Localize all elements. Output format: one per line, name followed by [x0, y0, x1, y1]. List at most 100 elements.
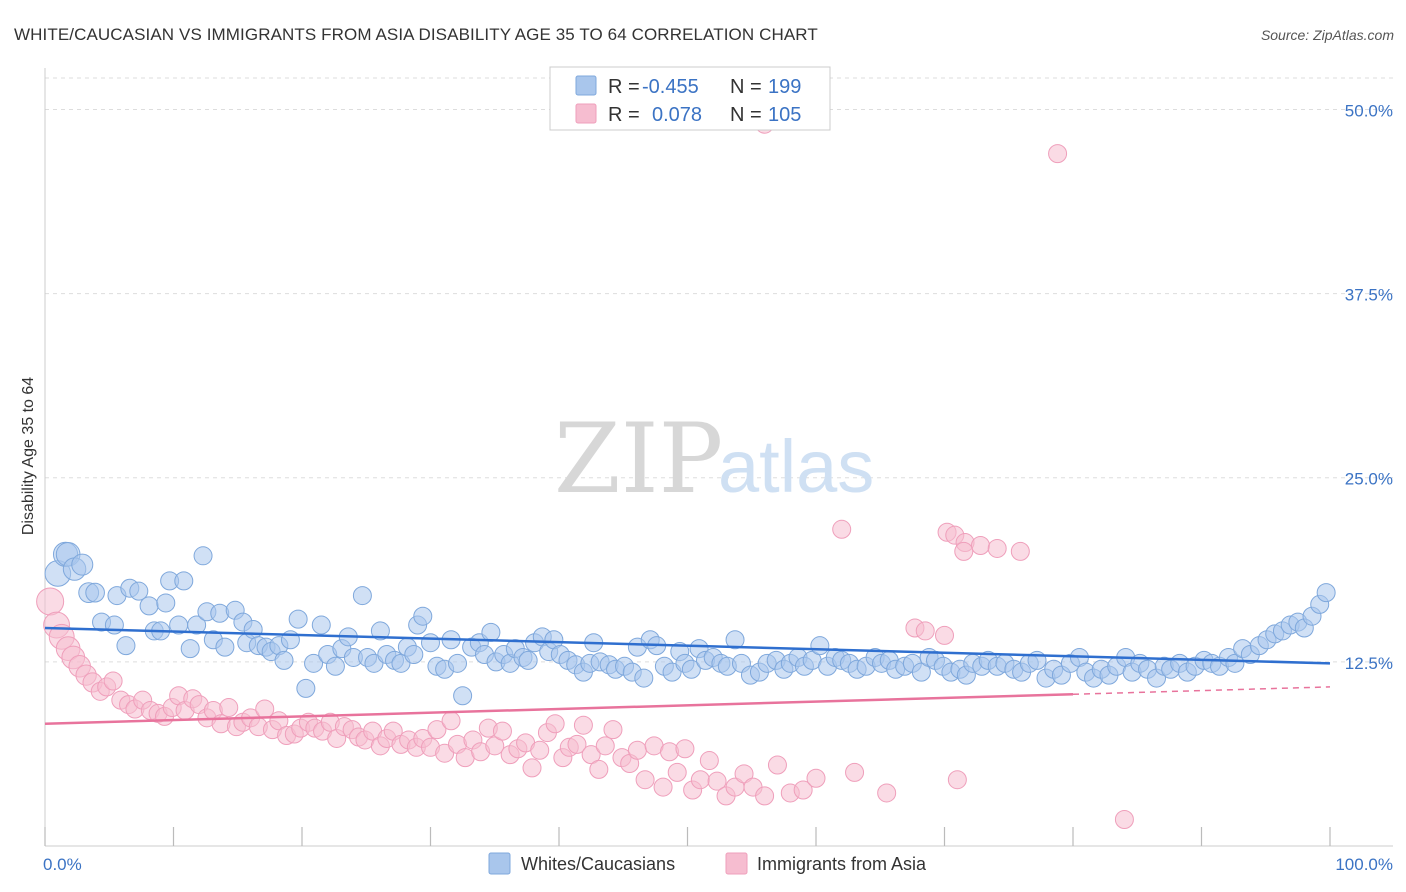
immigrants-point-31: [255, 699, 275, 719]
whites-point-96: [681, 659, 701, 679]
immigrants-point-75: [573, 715, 593, 735]
whites-point-12: [129, 581, 149, 601]
whites-point-25: [210, 603, 230, 623]
immigrants-point-102: [845, 762, 865, 782]
trend-line-immigrants-extension: [1072, 686, 1331, 696]
immigrants-point-0: [36, 587, 65, 616]
legend-label-whites: Whites/Caucasians: [521, 854, 675, 874]
whites-point-57: [421, 633, 440, 653]
gridlines: [45, 77, 1393, 663]
whites-point-16: [156, 593, 176, 613]
immigrants-point-71: [545, 714, 565, 734]
series-immigrants-points: [36, 114, 1134, 829]
immigrants-point-104: [947, 770, 967, 790]
immigrants-point-114: [987, 538, 1007, 558]
stats-n-value-2: 105: [768, 104, 801, 126]
whites-point-56: [413, 606, 433, 626]
whites-point-40: [311, 615, 331, 635]
whites-point-42: [325, 656, 345, 676]
whites-point-126: [911, 662, 931, 682]
legend-label-immigrants: Immigrants from Asia: [757, 854, 927, 874]
stats-r-value-2: 0.078: [652, 104, 702, 126]
y-tick-labels: 12.5% 25.0% 37.5% 50.0%: [1345, 101, 1393, 672]
x-tick-labels: 0.0% 100.0%: [43, 855, 1393, 874]
immigrants-point-95: [734, 764, 754, 784]
y-axis-label: Disability Age 35 to 64: [20, 377, 37, 535]
whites-point-61: [447, 653, 467, 673]
whites-point-89: [634, 668, 654, 688]
stats-n-label-1: N =: [730, 76, 762, 98]
immigrants-point-57: [441, 711, 461, 731]
whites-point-102: [725, 630, 745, 650]
whites-point-6: [85, 582, 105, 603]
immigrants-point-116: [1048, 144, 1068, 164]
immigrants-point-113: [970, 535, 990, 555]
immigrants-point-26: [219, 698, 239, 718]
x-tick-label-0: 0.0%: [43, 855, 82, 874]
watermark-zip: ZIP: [554, 403, 723, 515]
whites-point-21: [187, 615, 207, 635]
trend-lines: [44, 626, 1331, 725]
immigrants-point-10: [103, 671, 123, 691]
immigrants-point-88: [675, 739, 695, 759]
stats-n-value-1: 199: [768, 76, 801, 98]
trend-line-immigrants: [44, 693, 1074, 725]
series-whites-points: [44, 541, 1336, 706]
legend-swatch-immigrants: [725, 852, 748, 875]
immigrants-point-86: [660, 742, 680, 762]
stats-r-label-2: R =: [608, 104, 640, 126]
whites-point-13: [139, 596, 159, 616]
stats-r-label-1: R =: [608, 76, 640, 98]
whites-point-19: [174, 571, 194, 591]
immigrants-point-78: [595, 736, 615, 756]
immigrants-point-91: [699, 751, 719, 771]
immigrants-point-106: [915, 621, 935, 641]
immigrants-point-98: [767, 755, 787, 775]
whites-point-66: [481, 622, 501, 642]
chart-title: WHITE/CAUCASIAN VS IMMIGRANTS FROM ASIA …: [14, 25, 818, 44]
whites-point-72: [518, 650, 538, 670]
whites-point-20: [180, 639, 200, 659]
series-legend: Whites/Caucasians Immigrants from Asia: [488, 852, 927, 875]
stats-legend-box: [549, 66, 831, 131]
whites-point-178: [1316, 583, 1336, 603]
immigrants-point-63: [485, 736, 505, 756]
immigrants-point-118: [1010, 541, 1030, 561]
trend-line-whites: [44, 626, 1331, 665]
immigrants-point-87: [667, 762, 687, 782]
axes: [44, 68, 1393, 847]
whites-point-38: [296, 678, 316, 698]
immigrants-point-55: [427, 720, 447, 740]
immigrants-point-85: [653, 777, 673, 797]
immigrants-point-97: [755, 786, 775, 806]
whites-point-4: [71, 553, 94, 576]
stats-n-label-2: N =: [730, 104, 762, 126]
stats-legend: R = -0.455 N = 199 R = 0.078 N = 105: [549, 66, 831, 131]
whites-point-26: [215, 637, 235, 657]
y-tick-label-1: 25.0%: [1345, 470, 1393, 489]
whites-point-54: [404, 645, 424, 664]
x-tick-label-1: 100.0%: [1335, 855, 1393, 874]
immigrants-point-103: [877, 783, 897, 803]
immigrants-point-76: [581, 745, 601, 765]
legend-swatch-whites: [488, 852, 511, 875]
immigrants-point-101: [806, 768, 826, 788]
immigrants-point-109: [832, 519, 852, 539]
immigrants-point-92: [707, 771, 727, 791]
y-tick-label-3: 50.0%: [1345, 101, 1393, 120]
stats-swatch-blue: [575, 75, 597, 96]
immigrants-point-108: [1114, 809, 1134, 829]
whites-point-35: [274, 650, 294, 670]
whites-point-22: [193, 546, 213, 566]
immigrants-point-100: [793, 780, 813, 800]
immigrants-point-117: [954, 541, 974, 561]
whites-point-46: [352, 586, 372, 606]
watermark: ZIP atlas: [554, 403, 874, 515]
whites-point-30: [243, 619, 263, 639]
whites-point-39: [304, 653, 324, 673]
whites-point-10: [116, 636, 136, 656]
immigrants-point-64: [492, 721, 512, 741]
stats-swatch-pink: [575, 103, 597, 124]
immigrants-point-69: [530, 740, 550, 760]
